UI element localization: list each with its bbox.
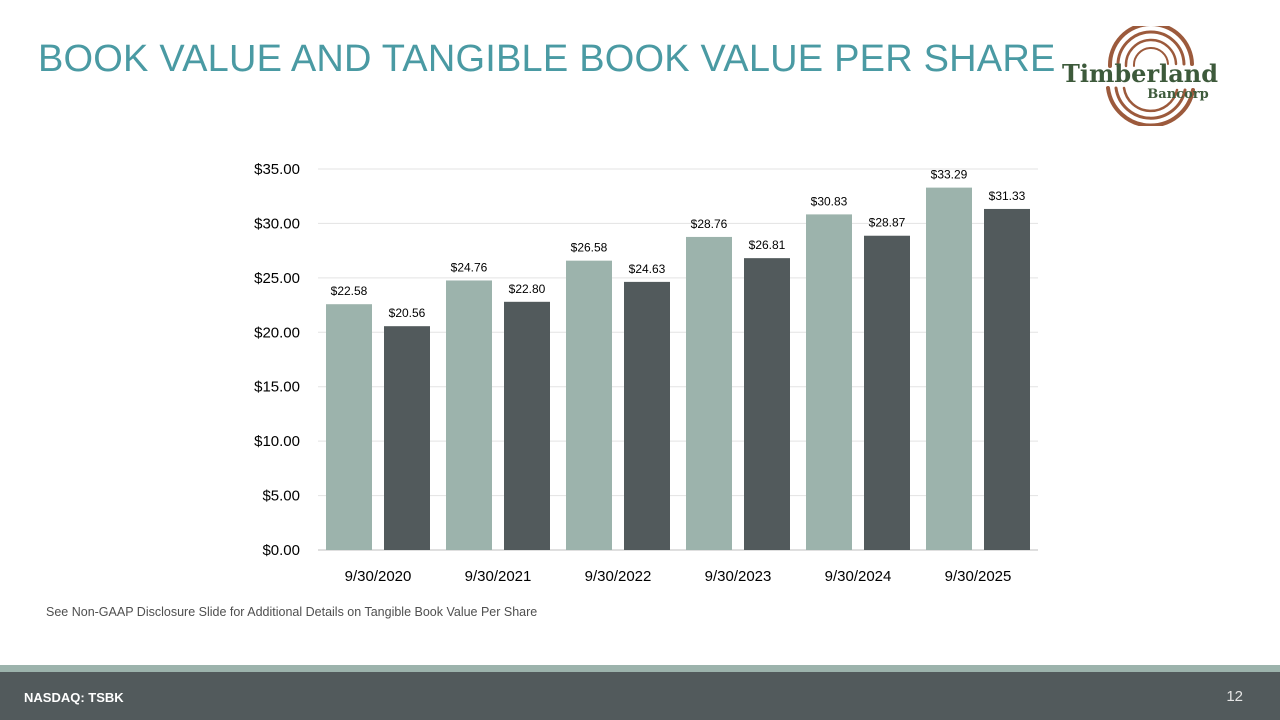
- y-tick-label: $20.00: [254, 324, 300, 341]
- slide-footer: NASDAQ: TSBK 12: [0, 672, 1280, 720]
- logo-name: Timberland: [1062, 59, 1218, 88]
- y-tick-label: $0.00: [262, 542, 300, 559]
- data-label: $28.76: [691, 217, 728, 231]
- non-gaap-footnote: See Non-GAAP Disclosure Slide for Additi…: [46, 605, 538, 619]
- y-tick-label: $5.00: [262, 488, 300, 505]
- data-label: $22.58: [331, 284, 368, 298]
- data-label: $20.56: [389, 306, 426, 320]
- data-label: $24.76: [451, 260, 488, 274]
- x-tick-label: 9/30/2020: [345, 568, 412, 585]
- book-value-bar: [566, 260, 612, 550]
- y-tick-label: $35.00: [254, 161, 300, 178]
- data-label: $22.80: [509, 282, 546, 296]
- tangible-book-value-bar: [384, 326, 430, 550]
- x-tick-label: 9/30/2021: [465, 568, 532, 585]
- book-value-bar: [446, 280, 492, 550]
- data-label: $30.83: [811, 194, 848, 208]
- data-label: $28.87: [869, 216, 906, 230]
- y-tick-label: $15.00: [254, 379, 300, 396]
- book-value-bar: [326, 304, 372, 550]
- data-label: $26.81: [749, 238, 786, 252]
- tangible-book-value-bar: [624, 281, 670, 550]
- tangible-book-value-bar: [744, 258, 790, 550]
- y-tick-label: $30.00: [254, 215, 300, 232]
- y-tick-label: $10.00: [254, 433, 300, 450]
- slide-title: BOOK VALUE AND TANGIBLE BOOK VALUE PER S…: [38, 38, 1056, 80]
- tangible-book-value-bar: [504, 301, 550, 550]
- y-tick-label: $25.00: [254, 270, 300, 287]
- book-value-bar-chart: $0.00 $5.00 $10.00 $15.00 $20.00 $25.00 $30.00…: [254, 161, 1038, 585]
- timberland-bancorp-logo: Timberland Bancorp: [1062, 26, 1218, 126]
- data-label: $26.58: [571, 241, 608, 255]
- x-tick-label: 9/30/2024: [825, 568, 892, 585]
- ticker-label: NASDAQ: TSBK: [24, 690, 124, 705]
- footer-accent-stripe: [0, 665, 1280, 672]
- book-value-bar: [686, 236, 732, 550]
- book-value-bar: [806, 214, 852, 550]
- x-tick-label: 9/30/2023: [705, 568, 772, 585]
- data-label: $24.63: [629, 262, 666, 276]
- data-label: $33.29: [931, 168, 968, 182]
- x-tick-label: 9/30/2022: [585, 568, 652, 585]
- logo-subname: Bancorp: [1147, 87, 1208, 102]
- book-value-bar: [926, 187, 972, 550]
- page-number: 12: [1226, 688, 1243, 705]
- tangible-book-value-bar: [864, 235, 910, 550]
- tangible-book-value-bar: [984, 208, 1030, 551]
- data-label: $31.33: [989, 189, 1026, 203]
- tree-ring-logo-icon: [1106, 26, 1195, 126]
- x-tick-label: 9/30/2025: [945, 568, 1012, 585]
